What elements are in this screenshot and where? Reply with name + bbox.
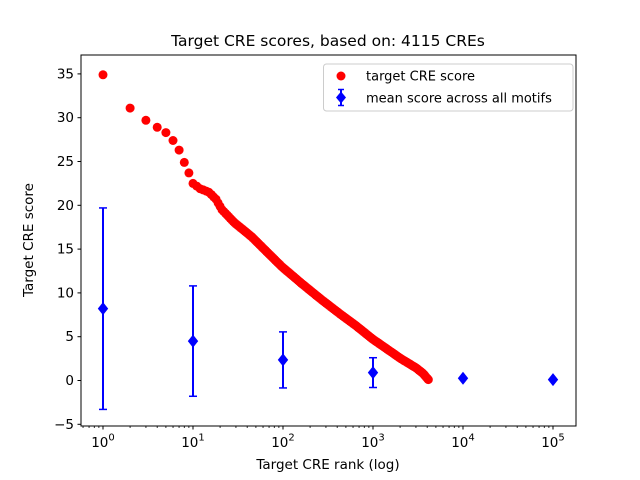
legend-label-target-score: target CRE score [366, 70, 475, 85]
x-tick-label: 102 [271, 433, 295, 452]
mean-score-series [97, 207, 559, 411]
legend-errorbar-marker-icon [336, 88, 346, 107]
y-tick-label: 10 [57, 285, 74, 301]
mean-score-point [277, 353, 289, 367]
target-score-point [174, 145, 184, 155]
legend-label-mean-score: mean score across all motifs [366, 92, 552, 107]
y-tick-label: 0 [65, 373, 74, 389]
x-tick-label: 101 [181, 433, 205, 452]
x-tick-label: 105 [541, 433, 565, 452]
target-score-point [98, 70, 108, 80]
y-tick-label: 35 [57, 66, 74, 82]
y-tick-label: −5 [54, 417, 74, 433]
target-score-point [423, 375, 433, 385]
y-axis-ticks: −5 0 5 10 15 20 25 30 35 [54, 66, 81, 433]
target-score-point [161, 128, 171, 138]
plot-frame [80, 54, 577, 427]
chart-title: Target CRE scores, based on: 4115 CREs [170, 32, 485, 50]
mean-score-point [367, 366, 379, 380]
x-axis-ticks: 100 101 102 103 104 105 [91, 426, 565, 451]
mean-score-point [187, 334, 199, 348]
y-axis-label: Target CRE score [21, 183, 37, 298]
target-score-point [168, 136, 178, 145]
legend-circle-marker-icon [336, 71, 346, 81]
legend: target CRE score mean score across all m… [323, 63, 574, 112]
y-tick-label: 25 [57, 154, 74, 170]
y-tick-label: 30 [57, 110, 74, 126]
target-score-point [125, 103, 135, 113]
target-score-point [184, 168, 194, 178]
x-axis-label: Target CRE rank (log) [255, 457, 399, 473]
y-tick-label: 5 [65, 329, 74, 345]
y-tick-label: 20 [57, 198, 74, 214]
x-tick-label: 103 [361, 433, 385, 452]
x-tick-label: 100 [91, 433, 115, 452]
target-score-point [141, 115, 151, 125]
mean-score-point [97, 302, 109, 316]
target-cre-score-series [98, 70, 433, 385]
target-score-point [179, 157, 189, 167]
target-score-point [152, 122, 162, 132]
mean-score-point [547, 373, 559, 387]
x-tick-label: 104 [451, 433, 475, 452]
legend-box [323, 63, 574, 112]
y-tick-label: 15 [57, 242, 74, 258]
mean-score-point [457, 371, 469, 385]
